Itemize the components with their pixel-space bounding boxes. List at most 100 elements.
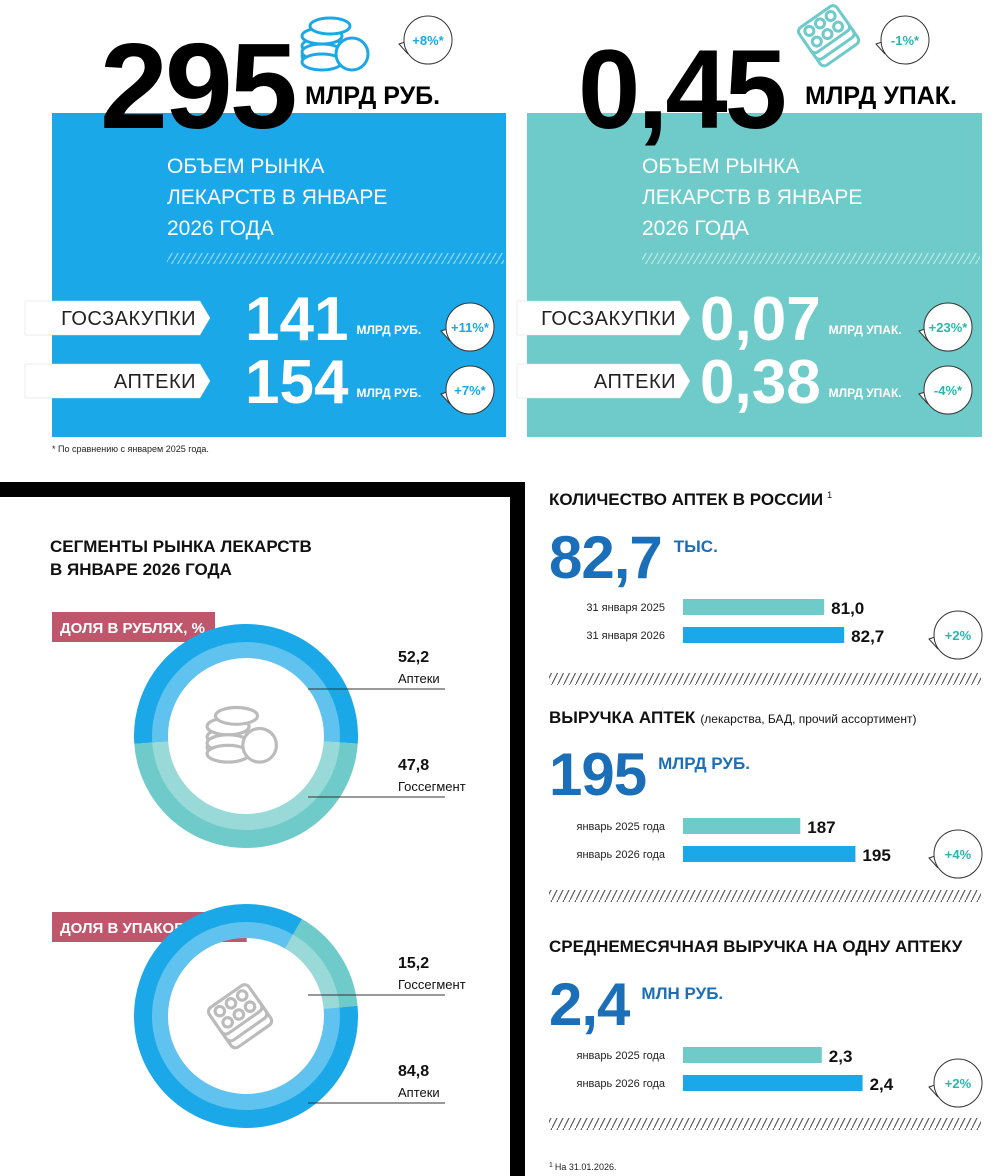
value-label: 2,3 [829, 1047, 853, 1066]
coins-icon [205, 705, 278, 764]
row-label: АПТЕКИ [114, 371, 196, 393]
row-tag [516, 363, 691, 399]
headline-unit: ТЫС. [674, 537, 718, 556]
footnote: * По сравнению с январем 2025 года. [52, 444, 209, 454]
donut-segment [284, 919, 358, 1010]
donut-inner-band [152, 741, 340, 830]
badge-circle [923, 302, 973, 352]
big-unit: МЛРД РУБ. [305, 82, 440, 110]
bar [683, 627, 845, 643]
big-unit: МЛРД УПАК. [805, 82, 957, 110]
bar [683, 1075, 863, 1091]
category-label: Госсегмент [398, 779, 466, 794]
donut-inner-band [284, 934, 340, 1010]
headline-unit: МЛН РУБ. [641, 984, 723, 1003]
divider-bar [0, 482, 525, 497]
coins-icon [300, 16, 370, 72]
chart-title: КОЛИЧЕСТВО АПТЕК В РОССИИ 1 [549, 490, 832, 509]
category-label: Госсегмент [398, 977, 466, 992]
category-label: январь 2025 года [577, 1050, 666, 1062]
pill [810, 35, 823, 48]
chart-title: СРЕДНЕМЕСЯЧНАЯ ВЫРУЧКА НА ОДНУ АПТЕКУ [549, 937, 963, 956]
change-label: +4% [945, 847, 972, 862]
value-label: 84,8 [398, 1063, 429, 1080]
title-note: 1 [827, 490, 832, 500]
headline-number: 2,4 [549, 971, 631, 1038]
change-label: +2% [945, 1076, 972, 1091]
row-unit: МЛРД УПАК. [829, 323, 902, 337]
change-label: +23%* [929, 320, 969, 335]
pill [224, 997, 238, 1010]
value-label: 52,2 [398, 649, 429, 666]
chart-title-text: ВЫРУЧКА АПТЕК [549, 708, 696, 727]
category-label: январь 2025 года [577, 821, 666, 833]
value-label: 47,8 [398, 757, 429, 774]
coin [241, 726, 278, 764]
badge-circle [933, 1058, 983, 1108]
donut-segment [134, 740, 358, 848]
badge-circle [933, 610, 983, 660]
section-title: СЕГМЕНТЫ РЫНКА ЛЕКАРСТВ [50, 537, 312, 556]
bar [683, 846, 856, 862]
badge-circle [403, 15, 453, 65]
pill [821, 28, 834, 41]
row-tag [24, 363, 211, 399]
value-label: 81,0 [831, 599, 864, 618]
category-label: 31 января 2025 [586, 602, 665, 614]
chart-title: ВЫРУЧКА АПТЕК (лекарства, БАД, прочий асс… [549, 708, 916, 727]
row-number: 0,38 [700, 348, 821, 417]
chart-title: ДОЛЯ В РУБЛЯХ, % [60, 620, 205, 637]
donut-inner-band [152, 642, 340, 743]
bar [683, 818, 801, 834]
pill [232, 1008, 246, 1021]
category-label: 31 января 2026 [586, 630, 665, 642]
donut-segment [134, 624, 358, 744]
badge-circle [445, 365, 495, 415]
pill [803, 24, 816, 37]
source-note: 1 На 31.01.2026. [549, 1162, 616, 1172]
badge-circle [923, 365, 973, 415]
pill [213, 1004, 227, 1018]
change-label: +8%* [412, 33, 444, 48]
section-title: В ЯНВАРЕ 2026 ГОДА [50, 560, 232, 579]
row-label: АПТЕКИ [594, 371, 676, 393]
blister-icon [206, 983, 274, 1050]
row-tag [516, 300, 691, 336]
panel-title: ОБЪЕМ РЫНКА [642, 155, 799, 178]
change-label: +2% [945, 628, 972, 643]
chart-subtitle: (лекарства, БАД, прочий ассортимент) [700, 712, 916, 726]
hatch [642, 253, 980, 264]
row-number: 154 [245, 348, 349, 417]
coin [334, 36, 370, 72]
pill [832, 20, 845, 33]
big-number: 295 [100, 18, 295, 154]
value-label: 195 [862, 846, 890, 865]
pill [243, 1000, 257, 1013]
pill [235, 989, 249, 1002]
change-label: -4%* [934, 383, 963, 398]
row-unit: МЛРД УПАК. [829, 386, 902, 400]
bar [683, 599, 825, 615]
row-unit: МЛРД РУБ. [356, 386, 421, 400]
headline-number: 195 [549, 741, 646, 808]
bar [683, 1047, 822, 1063]
pill [824, 10, 837, 23]
title-tag [52, 612, 215, 642]
badge-circle [880, 15, 930, 65]
panel-title: ОБЪЕМ РЫНКА [167, 155, 324, 178]
donut-segment [134, 904, 358, 1128]
big-number: 0,45 [578, 27, 785, 152]
headline-number: 82,7 [549, 524, 662, 591]
row-tag [24, 300, 211, 336]
hatch [549, 1118, 981, 1130]
badge-circle [445, 302, 495, 352]
value-label: 2,4 [870, 1075, 894, 1094]
category-label: Аптеки [398, 1085, 440, 1100]
coin [308, 16, 352, 36]
divider-bar [510, 482, 525, 1176]
note-mark: 1 [549, 1162, 553, 1169]
panel-title: 2026 ГОДА [167, 217, 274, 240]
row-label: ГОСЗАКУПКИ [61, 308, 196, 330]
category-label: Аптеки [398, 671, 440, 686]
